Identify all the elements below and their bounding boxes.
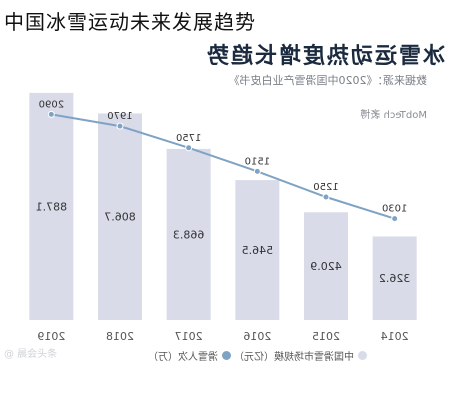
- x-tick-2014: 2014: [381, 330, 409, 343]
- line-point-2019: [47, 110, 55, 118]
- line-label-2015: 1250: [313, 182, 338, 193]
- bar-label-2018: 806.7: [104, 211, 136, 224]
- legend-bar: 中国滑雪市场规模（亿元）: [234, 348, 367, 363]
- legend-bar-swatch: [358, 351, 367, 360]
- bar-label-2019: 887.1: [36, 200, 68, 213]
- bar-label-2014: 326.2: [379, 272, 411, 285]
- legend-bar-label: 中国滑雪市场规模（亿元）: [234, 352, 354, 363]
- line-point-2018: [116, 122, 124, 130]
- line-point-2015: [322, 193, 330, 201]
- page-title: 中国冰雪运动未来发展趋势: [4, 10, 256, 34]
- bar-2018: [98, 113, 142, 320]
- x-tick-2015: 2015: [312, 330, 340, 343]
- bar-label-2017: 668.3: [173, 228, 205, 241]
- x-tick-2016: 2016: [243, 330, 271, 343]
- bar-2016: [235, 180, 280, 320]
- line-label-2019: 2090: [39, 99, 64, 110]
- legend-line-swatch: [222, 351, 231, 360]
- line-label-2016: 1510: [245, 156, 270, 167]
- line-label-2014: 1030: [382, 204, 407, 215]
- line-series-skier-visits: [51, 113, 395, 220]
- chart-svg: 326.2 2014 420.9 2015 546.5 2016 668.3 2017 806.…: [29, 92, 417, 343]
- bar-2017: [166, 148, 211, 320]
- line-label-2017: 1750: [176, 133, 201, 144]
- bar-2014: [372, 236, 417, 320]
- bar-label-2016: 546.5: [242, 244, 273, 257]
- bar-label-2015: 420.9: [310, 260, 342, 273]
- line-point-2014: [391, 215, 399, 223]
- chart-infographic: 冰雪运动热度增长趋势 数据来源：《2020中国滑雪产业白皮书》 MobTech …: [0, 36, 463, 400]
- watermark: @ 晨会头条: [4, 349, 58, 360]
- x-tick-2018: 2018: [106, 330, 134, 343]
- legend-line-label: 滑雪人次（万）: [148, 352, 218, 363]
- bar-2015: [304, 212, 348, 320]
- line-label-2018: 1970: [107, 111, 132, 122]
- line-point-2017: [185, 144, 193, 152]
- bar-2019: [29, 92, 74, 320]
- x-tick-2019: 2019: [37, 330, 65, 343]
- legend-line: 滑雪人次（万）: [148, 348, 231, 363]
- line-point-2016: [253, 167, 261, 175]
- x-tick-2017: 2017: [175, 330, 203, 343]
